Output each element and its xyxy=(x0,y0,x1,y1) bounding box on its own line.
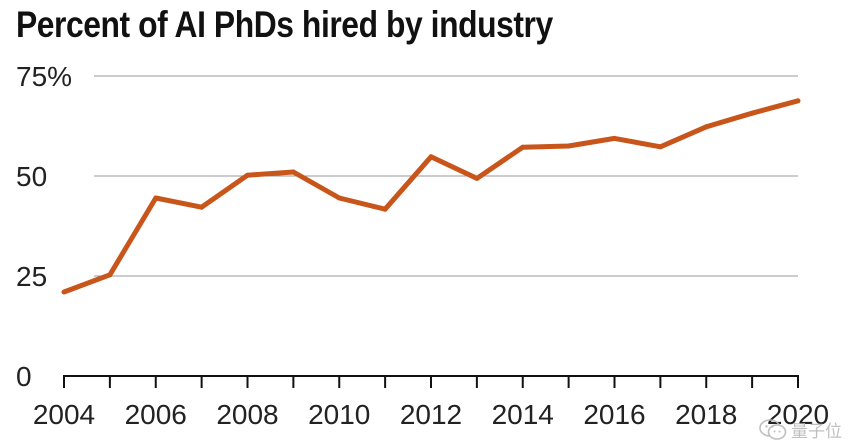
xtick-label: 2010 xyxy=(308,399,370,430)
watermark-text: 量子位 xyxy=(791,422,842,442)
xtick-label: 2006 xyxy=(125,399,187,430)
data-point-2010 xyxy=(336,195,342,201)
ytick-label: 0 xyxy=(16,361,32,392)
y-axis-labels: 0 25 50 75% xyxy=(16,61,72,392)
ytick-label: 25 xyxy=(16,261,47,292)
data-point-2015 xyxy=(566,143,572,149)
data-point-2019 xyxy=(749,110,755,116)
gridlines xyxy=(94,75,798,277)
wechat-icon xyxy=(759,418,787,441)
data-point-2009 xyxy=(290,169,296,175)
xtick-label: 2008 xyxy=(216,399,278,430)
series-line-0 xyxy=(63,98,799,295)
ytick-label: 50 xyxy=(16,161,47,192)
data-point-2007 xyxy=(199,204,205,210)
data-point-2011 xyxy=(382,206,388,212)
xtick-label: 2004 xyxy=(33,399,95,430)
watermark: 量子位 xyxy=(759,417,842,442)
data-point-2016 xyxy=(612,135,617,141)
data-point-2006 xyxy=(153,195,159,201)
data-point-2014 xyxy=(520,144,526,150)
data-point-2013 xyxy=(474,175,480,181)
data-point-2017 xyxy=(657,144,663,150)
x-axis xyxy=(63,375,799,388)
chart-title: Percent of AI PhDs hired by industry xyxy=(16,4,553,45)
ytick-label: 75% xyxy=(16,61,72,92)
data-point-2004 xyxy=(61,289,67,295)
data-point-2018 xyxy=(703,124,709,130)
series-layer xyxy=(61,98,801,295)
xtick-label: 2014 xyxy=(492,399,554,430)
data-point-2020 xyxy=(795,98,801,104)
data-point-2005 xyxy=(107,272,113,278)
xtick-label: 2016 xyxy=(583,399,645,430)
data-point-2008 xyxy=(245,172,250,178)
xtick-label: 2012 xyxy=(400,399,462,430)
xtick-label: 2018 xyxy=(675,399,737,430)
data-point-2012 xyxy=(428,154,434,160)
x-axis-labels: 2004 2006 2008 2010 2012 2014 2016 2018 2020 xyxy=(33,399,829,430)
